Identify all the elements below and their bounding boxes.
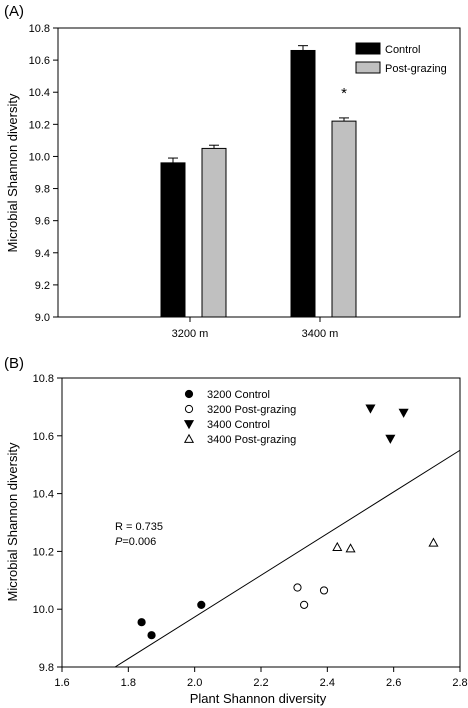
y-tick-label: 9.2 — [35, 280, 50, 292]
legend-label: 3200 Control — [207, 389, 270, 401]
legend-label: 3200 Post-grazing — [207, 404, 296, 416]
p-value: =0.006 — [122, 536, 156, 548]
y-tick-label: 9.4 — [35, 248, 50, 260]
p-value-text: P=0.006 — [115, 536, 156, 548]
data-point — [398, 408, 409, 418]
legend-label: Control — [385, 44, 420, 56]
bar — [290, 49, 316, 318]
x-tick-label: 1.6 — [54, 677, 69, 689]
bar — [331, 120, 357, 318]
x-tick-label: 2.2 — [253, 677, 268, 689]
x-tick-label: 2.0 — [187, 677, 202, 689]
bar — [201, 147, 227, 318]
legend-label: 3400 Post-grazing — [207, 434, 296, 446]
y-tick-label: 10.0 — [29, 151, 50, 163]
y-tick-label: 10.2 — [33, 546, 54, 558]
y-tick-label: 10.8 — [29, 23, 50, 35]
x-tick-label: 1.8 — [121, 677, 136, 689]
p-italic-label: P — [115, 536, 123, 548]
data-point — [345, 543, 356, 553]
data-point — [332, 541, 343, 551]
x-tick-label: 2.4 — [320, 677, 335, 689]
legend-marker — [184, 389, 194, 399]
y-tick-label: 9.8 — [35, 184, 50, 196]
panel-a: (A) Microbial Shannon diversity 9.09.29.… — [4, 3, 461, 340]
panel-a-y-axis-label: Microbial Shannon diversity — [5, 93, 20, 252]
data-point — [428, 537, 439, 547]
r-value-text: R = 0.735 — [115, 521, 163, 533]
x-tick-label: 2.8 — [452, 677, 467, 689]
data-point — [319, 586, 329, 595]
panel-a-label: (A) — [4, 3, 24, 20]
y-tick-label: 10.6 — [33, 431, 54, 443]
panel-b-plot-area: 9.8 10.0 10.2 10.4 10.6 10.8 1.6 1.8 2.0 2.2 2.4 2.… — [33, 373, 468, 689]
panel-a-plot-area: 9.0 9.2 9.4 9.6 9.8 10.0 10.2 10.4 10.6 10.8 3200 … — [29, 23, 461, 340]
panel-a-frame — [57, 27, 461, 318]
x-tick-label: 3400 m — [302, 328, 339, 340]
panel-b-label: (B) — [4, 355, 24, 372]
y-tick-label: 10.4 — [33, 489, 54, 501]
y-tick-label: 10.2 — [29, 119, 50, 131]
y-tick-label: 10.8 — [33, 373, 54, 385]
data-point — [365, 404, 376, 414]
y-tick-label: 9.0 — [35, 312, 50, 324]
legend-marker — [184, 404, 194, 414]
y-tick-label: 10.0 — [33, 604, 54, 616]
legend-marker — [183, 420, 195, 430]
panel-b: (B) Microbial Shannon diversity Plant Sh… — [4, 355, 468, 706]
y-tick-label: 9.6 — [35, 216, 50, 228]
data-point — [147, 631, 156, 640]
y-tick-label: 10.4 — [29, 87, 50, 99]
y-tick-label: 9.8 — [39, 662, 54, 674]
data-point — [137, 618, 146, 627]
data-point — [385, 434, 396, 444]
x-tick-label: 2.6 — [386, 677, 401, 689]
regression-line — [114, 449, 461, 668]
y-tick-label: 10.6 — [29, 55, 50, 67]
legend-label: 3400 Control — [207, 419, 270, 431]
data-point — [293, 583, 302, 592]
panel-b-x-axis-label: Plant Shannon diversity — [190, 691, 327, 706]
panel-b-y-axis-label: Microbial Shannon diversity — [5, 442, 20, 601]
legend-swatch — [355, 42, 381, 55]
data-point — [197, 600, 206, 609]
x-tick-label: 3200 m — [172, 328, 209, 340]
legend-marker — [183, 433, 195, 443]
significance-marker: * — [341, 85, 347, 102]
legend-swatch — [355, 61, 381, 74]
data-point — [300, 600, 309, 609]
legend-label: Post-grazing — [385, 63, 447, 75]
bar — [160, 162, 186, 318]
